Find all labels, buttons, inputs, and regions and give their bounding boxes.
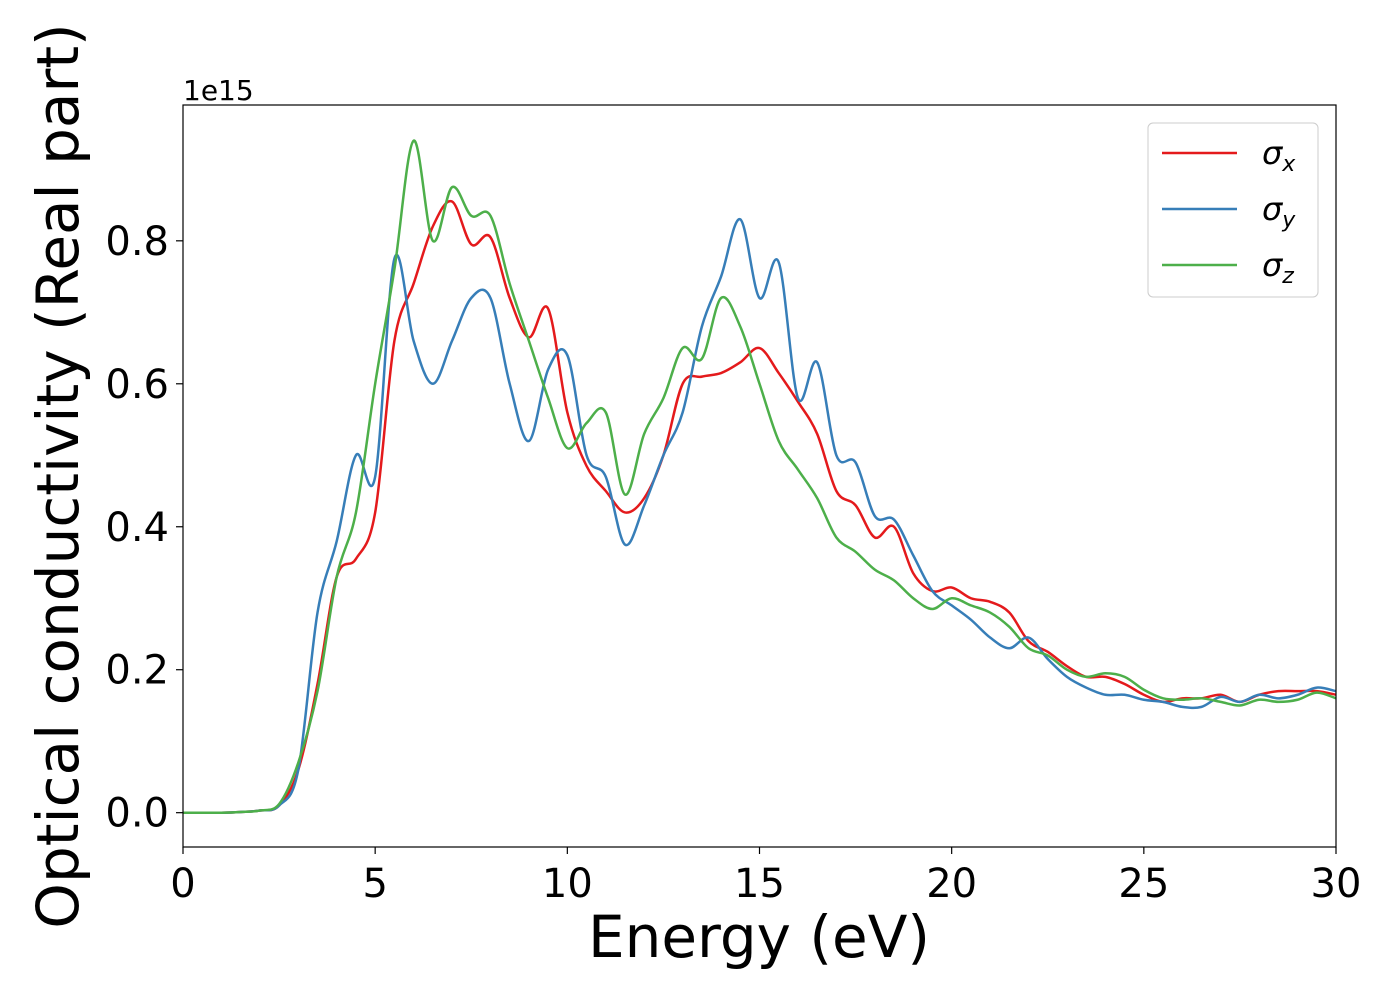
y-tick-label: 0.2 xyxy=(105,648,169,694)
plot-lines xyxy=(183,139,1336,814)
x-tick-label: 30 xyxy=(1311,861,1362,907)
y-tick-label: 0.6 xyxy=(105,362,169,408)
y-axis-label: Optical conductivity (Real part) xyxy=(24,23,92,928)
y-tick-label: 0.4 xyxy=(105,505,169,551)
series-line xyxy=(183,218,1336,814)
legend-label: σz xyxy=(1262,246,1294,289)
y-tick-label: 0.0 xyxy=(105,791,169,837)
legend-label: σx xyxy=(1262,134,1296,177)
series-line xyxy=(183,199,1336,814)
plot-frame xyxy=(182,104,1337,848)
x-tick-label: 25 xyxy=(1118,861,1169,907)
x-tick-label: 10 xyxy=(542,861,593,907)
series-line xyxy=(183,139,1336,814)
legend-label: σy xyxy=(1262,190,1296,233)
y-offset-text: 1e15 xyxy=(183,74,254,107)
x-tick-label: 0 xyxy=(170,861,195,907)
legend: σx σy σz xyxy=(1147,122,1319,298)
x-tick-label: 20 xyxy=(926,861,977,907)
y-tick-label: 0.8 xyxy=(105,219,169,265)
x-tick-label: 15 xyxy=(734,861,785,907)
x-tick-label: 5 xyxy=(362,861,387,907)
x-axis-label: Energy (eV) xyxy=(588,903,930,971)
